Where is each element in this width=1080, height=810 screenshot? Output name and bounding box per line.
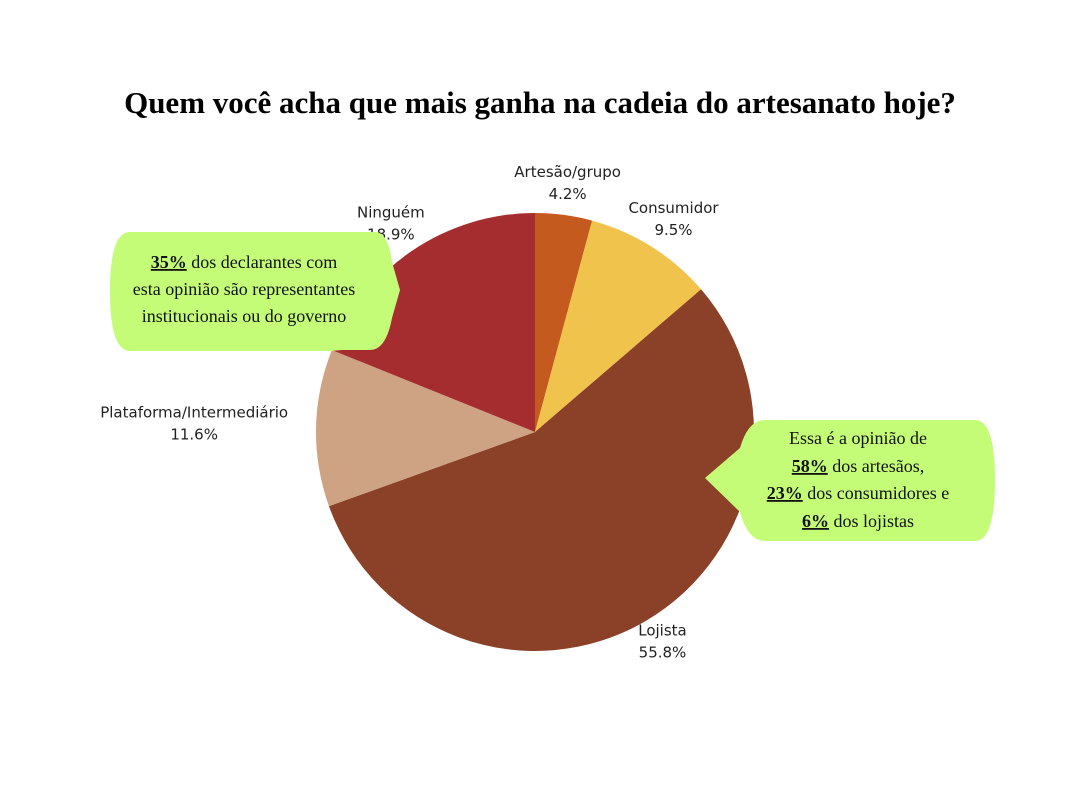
slice bbox=[535, 213, 593, 432]
annotation-line: 35% dos declarantes com bbox=[151, 252, 337, 272]
callout-right bbox=[705, 420, 995, 541]
slice bbox=[535, 220, 702, 432]
slice bbox=[331, 213, 535, 432]
annotation-text: dos consumidores e bbox=[803, 483, 949, 503]
annotation-highlight: 35% bbox=[151, 252, 187, 272]
slice bbox=[328, 289, 754, 651]
annotation-line: esta opinião são representantes bbox=[133, 279, 355, 299]
annotation-highlight: 6% bbox=[802, 511, 829, 531]
annotation-text: dos declarantes com bbox=[187, 252, 337, 272]
annotation-text: institucionais ou do governo bbox=[142, 306, 346, 326]
annotation-text: dos artesãos, bbox=[828, 456, 924, 476]
annotation-highlight: 23% bbox=[767, 483, 803, 503]
callout-left bbox=[110, 232, 400, 351]
annotations: 35% dos declarantes com esta opinião são … bbox=[133, 252, 949, 531]
slice-value: 4.2% bbox=[549, 185, 587, 203]
annotation-highlight: 58% bbox=[792, 456, 828, 476]
annotation-line: Essa é a opinião de bbox=[789, 428, 927, 448]
chart-title: Quem você acha que mais ganha na cadeia … bbox=[124, 85, 956, 120]
slice-value: 55.8% bbox=[639, 643, 687, 661]
slice-value: 9.5% bbox=[654, 221, 692, 239]
annotation-line: 6% dos lojistas bbox=[802, 511, 914, 531]
pie bbox=[315, 213, 754, 651]
slice-value: 11.6% bbox=[170, 425, 218, 443]
slice bbox=[315, 350, 535, 507]
slice-label: Consumidor bbox=[628, 199, 719, 217]
annotation-text: esta opinião são representantes bbox=[133, 279, 355, 299]
annotation-line: institucionais ou do governo bbox=[142, 306, 346, 326]
annotation-text: dos lojistas bbox=[829, 511, 914, 531]
slice-label: Plataforma/Intermediário bbox=[100, 403, 288, 421]
slice-label: Artesão/grupo bbox=[514, 163, 621, 181]
annotation-line: 23% dos consumidores e bbox=[767, 483, 949, 503]
annotation-text: Essa é a opinião de bbox=[789, 428, 927, 448]
annotation-line: 58% dos artesãos, bbox=[792, 456, 924, 476]
slice-label: Ninguém bbox=[357, 203, 425, 221]
slice-label: Lojista bbox=[638, 621, 687, 639]
